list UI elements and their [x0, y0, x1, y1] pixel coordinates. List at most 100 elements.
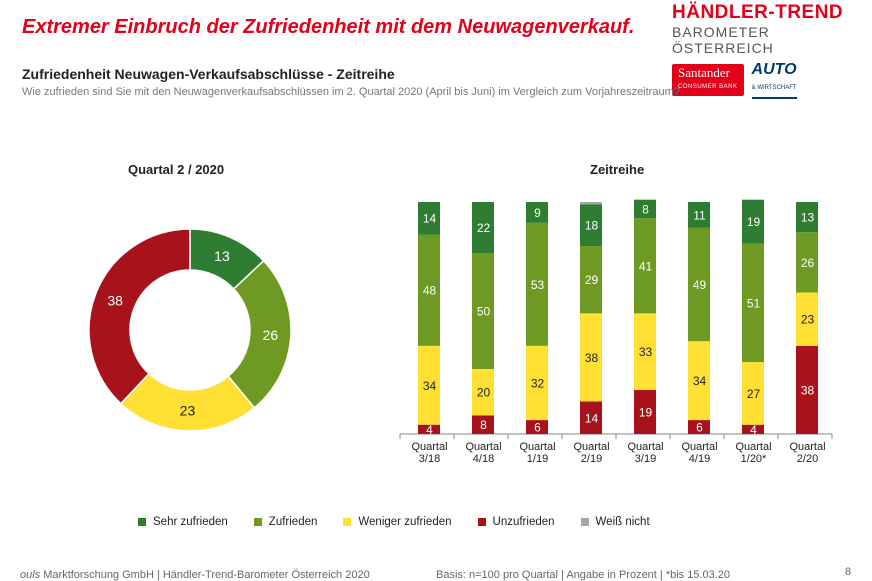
slide-subtitle: Zufriedenheit Neuwagen-Verkaufsabschlüss…: [22, 66, 395, 82]
legend-item-weiss-nicht: Weiß nicht: [580, 516, 650, 528]
bar-segment-weniger-zufrieden: [688, 341, 710, 421]
bar-label-sehr-zufrieden: 14: [423, 212, 437, 226]
bar-chart-title: Zeitreihe: [590, 162, 645, 177]
bar-label-zufrieden: 48: [423, 284, 437, 298]
x-tick-label: 2/20: [797, 453, 818, 465]
x-tick-label: Quartal: [411, 441, 447, 453]
bar-label-zufrieden: 49: [693, 278, 707, 292]
donut-label-unzufrieden: 38: [107, 292, 123, 308]
footer-brand: ouls: [20, 569, 41, 581]
bar-segment-zufrieden: [634, 218, 656, 314]
legend-swatch: [477, 518, 486, 526]
bar-segment-weniger-zufrieden: [742, 362, 764, 425]
bar-label-unzufrieden: 6: [534, 421, 541, 435]
chart-legend: Sehr zufrieden Zufrieden Weniger zufrieden…: [138, 516, 676, 528]
x-tick-label: 1/19: [527, 453, 548, 465]
auto-wirtschaft-logo: AUTO & WIRTSCHAFT: [751, 61, 797, 99]
donut-label-zufrieden: 26: [263, 327, 279, 343]
bar-label-unzufrieden: 6: [696, 421, 703, 435]
bar-segment-sehr-zufrieden: [742, 199, 764, 244]
x-tick-label: Quartal: [627, 441, 663, 453]
footer-source-text: Marktforschung GmbH | Händler-Trend-Baro…: [40, 569, 370, 581]
haendler-trend-logo: HÄNDLER-TREND BAROMETER ÖSTERREICH Santa…: [672, 2, 850, 99]
legend-item-sehr-zufrieden: Sehr zufrieden: [138, 516, 228, 528]
bar-segment-weniger-zufrieden: [796, 292, 818, 346]
bar-label-unzufrieden: 14: [585, 411, 599, 425]
bar-label-sehr-zufrieden: 13: [801, 211, 815, 225]
bar-label-unzufrieden: 8: [480, 418, 487, 432]
bar-segment-sehr-zufrieden: [472, 202, 494, 254]
bar-label-weniger-zufrieden: 27: [747, 387, 761, 401]
bar-segment-unzufrieden: [526, 420, 548, 434]
bar-label-weniger-zufrieden: 38: [585, 351, 599, 365]
bar-label-sehr-zufrieden: 19: [747, 215, 761, 229]
legend-swatch: [138, 518, 146, 526]
x-tick-label: Quartal: [573, 441, 609, 453]
bar-segment-zufrieden: [580, 246, 602, 314]
legend-label: Weiß nicht: [595, 516, 650, 528]
bar-label-unzufrieden: 19: [639, 405, 653, 419]
page-number: 8: [845, 566, 852, 578]
auto-sub: & WIRTSCHAFT: [751, 85, 797, 91]
bar-segment-zufrieden: [418, 234, 440, 346]
legend-swatch: [343, 518, 352, 526]
sponsor-logos: Santander CONSUMER BANK AUTO & WIRTSCHAF…: [672, 61, 850, 99]
bar-segment-weiss-nicht: [580, 202, 602, 205]
donut-chart-title: Quartal 2 / 2020: [128, 162, 225, 177]
x-tick-label: 1/20*: [741, 453, 767, 465]
bar-label-zufrieden: 26: [801, 256, 815, 270]
legend-label: Unzufrieden: [492, 516, 555, 528]
headline: Extremer Einbruch der Zufriedenheit mit …: [22, 16, 635, 38]
bar-label-unzufrieden: 4: [750, 423, 757, 437]
stacked-bar-chart: 4344814Quartal3/188205022Quartal4/186325…: [399, 199, 833, 465]
bar-segment-unzufrieden: [688, 420, 710, 434]
bar-segment-zufrieden: [526, 222, 548, 346]
bar-segment-weniger-zufrieden: [472, 369, 494, 416]
x-tick-label: 4/18: [473, 453, 494, 465]
legend-item-unzufrieden: Unzufrieden: [477, 516, 555, 528]
x-tick-label: Quartal: [681, 441, 717, 453]
bar-segment-weniger-zufrieden: [418, 345, 440, 425]
bar-segment-sehr-zufrieden: [688, 202, 710, 228]
santander-logo: Santander CONSUMER BANK: [672, 64, 744, 96]
bar-segment-unzufrieden: [796, 345, 818, 434]
legend-label: Zufrieden: [268, 516, 318, 528]
bar-segment-sehr-zufrieden: [580, 204, 602, 247]
bar-label-weniger-zufrieden: 20: [477, 386, 491, 400]
legend-item-zufrieden: Zufrieden: [253, 516, 318, 528]
footer-basis: Basis: n=100 pro Quartal | Angabe in Pro…: [436, 569, 731, 581]
legend-item-weniger-zufrieden: Weniger zufrieden: [343, 516, 452, 528]
donut-chart: 13 26 23 38: [88, 228, 292, 432]
legend-swatch: [580, 518, 589, 526]
donut-slice-unzufrieden: [88, 228, 191, 405]
bar-label-unzufrieden: 4: [426, 423, 433, 437]
bar-segment-sehr-zufrieden: [418, 202, 440, 235]
legend-swatch: [253, 518, 262, 526]
bar-segment-sehr-zufrieden: [796, 202, 818, 233]
bar-segment-sehr-zufrieden: [526, 202, 548, 223]
bar-label-weniger-zufrieden: 32: [531, 376, 545, 390]
x-tick-label: Quartal: [789, 441, 825, 453]
bar-segment-weniger-zufrieden: [634, 313, 656, 390]
bar-segment-zufrieden: [472, 253, 494, 370]
bar-segment-zufrieden: [688, 227, 710, 342]
x-tick-label: 2/19: [581, 453, 602, 465]
auto-name: AUTO: [751, 61, 797, 78]
x-tick-label: Quartal: [735, 441, 771, 453]
bar-label-zufrieden: 51: [747, 296, 761, 310]
bar-label-zufrieden: 53: [531, 278, 545, 292]
x-tick-label: 4/19: [689, 453, 710, 465]
bar-segment-weniger-zufrieden: [526, 345, 548, 421]
bar-label-weniger-zufrieden: 23: [801, 313, 815, 327]
santander-name: Santander: [678, 65, 730, 80]
x-tick-label: 3/19: [635, 453, 656, 465]
logo-subtitle: BAROMETER ÖSTERREICH: [672, 24, 774, 56]
bar-label-weniger-zufrieden: 34: [693, 374, 707, 388]
bar-label-sehr-zufrieden: 9: [534, 206, 541, 220]
bar-segment-unzufrieden: [580, 401, 602, 434]
bar-segment-unzufrieden: [742, 424, 764, 434]
bar-label-zufrieden: 29: [585, 273, 599, 287]
survey-question: Wie zufrieden sind Sie mit den Neuwagenv…: [22, 86, 680, 98]
bar-label-zufrieden: 41: [639, 259, 653, 273]
bar-segment-unzufrieden: [634, 389, 656, 434]
